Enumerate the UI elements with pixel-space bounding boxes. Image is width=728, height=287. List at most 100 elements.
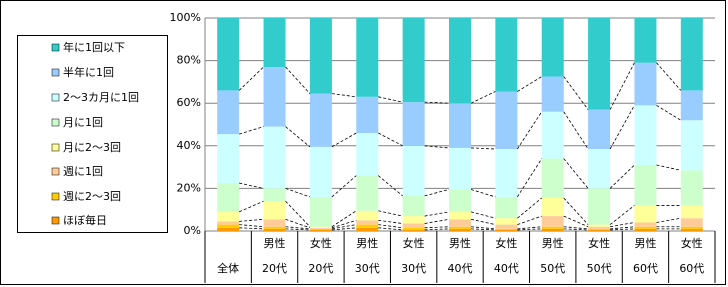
series-connector: [331, 219, 357, 229]
series-connector: [239, 126, 264, 135]
x-tick-label: 60代: [633, 262, 658, 275]
bar-segment: [680, 18, 703, 91]
x-tick-label: 20代: [308, 262, 333, 275]
y-tick-label: 80%: [177, 54, 201, 67]
series-connector: [517, 158, 543, 198]
series-connector: [610, 222, 635, 228]
bar-segment: [263, 126, 286, 189]
x-tick-label: 男性: [264, 236, 286, 250]
series-connector: [517, 228, 542, 231]
bar-segment: [634, 62, 657, 106]
legend-label: 半年に1回: [63, 65, 114, 79]
series-connector: [563, 228, 589, 231]
bar-segment: [449, 18, 471, 104]
series-connector: [563, 76, 589, 110]
series-connector: [563, 111, 589, 150]
bar-segment: [495, 148, 518, 197]
legend-swatch: [51, 216, 60, 225]
series-connector: [424, 226, 450, 229]
series-connector: [656, 217, 681, 223]
x-tick-label: 20代: [262, 262, 287, 275]
bar-segment: [309, 228, 332, 230]
legend-swatch: [51, 68, 60, 77]
bar-segment: [634, 205, 657, 223]
bar-segment: [588, 228, 611, 230]
series-connector: [470, 218, 496, 226]
x-tick-label: 60代: [679, 262, 704, 275]
bar-segment: [541, 111, 564, 159]
bar-segment: [588, 148, 611, 189]
bar-segment: [634, 228, 657, 231]
series-connector: [563, 226, 589, 230]
legend-label: 月に2〜3回: [63, 141, 121, 154]
bar-segment: [217, 227, 240, 231]
bar-segment: [634, 222, 657, 227]
series-connector: [424, 218, 450, 224]
bar-segment: [263, 226, 286, 229]
legend-label: 2〜3カ月に1回: [63, 91, 139, 104]
bar-segment: [356, 96, 379, 134]
bar-segment: [356, 18, 379, 97]
legend-swatch: [51, 43, 60, 52]
x-tick-label: 30代: [355, 262, 380, 275]
bar-segment: [217, 134, 240, 184]
bar-segment: [217, 224, 240, 228]
series-connector: [378, 96, 403, 103]
x-tick-label: 男性: [542, 236, 564, 250]
series-connector: [656, 62, 682, 91]
bar-segment: [449, 219, 471, 227]
bar-segment: [217, 90, 240, 135]
bar-segment: [541, 226, 564, 229]
bar-segment: [449, 211, 471, 220]
bar-segment: [263, 219, 286, 227]
legend-label: 週に2〜3回: [63, 190, 121, 203]
bar-segment: [263, 228, 286, 231]
series-connector: [610, 226, 635, 230]
y-tick-label: 60%: [177, 96, 201, 109]
series-connector: [470, 189, 496, 198]
bar-segment: [541, 228, 564, 231]
series-connector: [285, 228, 310, 231]
bar-segment: [495, 229, 518, 231]
legend-swatch: [51, 93, 60, 102]
series-connector: [331, 224, 357, 230]
series-connector: [470, 226, 496, 230]
series-connector: [331, 227, 357, 231]
bar-segment: [402, 102, 425, 146]
bar-segment: [356, 224, 379, 228]
bar-segment: [680, 90, 703, 121]
bar-segment: [217, 221, 240, 225]
series-connector: [285, 66, 311, 94]
bar-segment: [263, 66, 286, 127]
bar-segment: [402, 216, 425, 224]
y-tick-label: 40%: [177, 139, 201, 152]
legend-swatch: [51, 143, 60, 152]
bar-segment: [309, 229, 332, 231]
x-tick-label: 女性: [681, 236, 703, 250]
series-connector: [331, 93, 357, 98]
legend-swatch: [51, 192, 60, 201]
series-connector: [378, 210, 403, 217]
bar-segment: [217, 18, 240, 91]
bar-segment: [495, 224, 518, 229]
bar-segment: [680, 228, 703, 231]
bar-segment: [309, 18, 332, 94]
x-tick-label: 男性: [634, 236, 656, 250]
bar-segment: [588, 109, 611, 149]
series-connector: [378, 219, 403, 224]
x-tick-label: 50代: [540, 262, 565, 275]
bar-segment: [541, 197, 564, 217]
series-connector: [285, 218, 311, 229]
x-tick-label: 30代: [401, 262, 426, 275]
series-connector: [285, 126, 311, 148]
bar-segment: [402, 145, 425, 196]
x-tick-label: 全体: [217, 261, 239, 275]
series-connector: [424, 228, 450, 231]
y-tick-label: 100%: [170, 11, 201, 24]
bar-segment: [541, 18, 564, 77]
bar-segment: [263, 18, 286, 67]
series-connector: [563, 158, 589, 189]
bar-segment: [588, 188, 611, 225]
bar-segment: [356, 133, 379, 176]
series-connector: [609, 62, 635, 110]
